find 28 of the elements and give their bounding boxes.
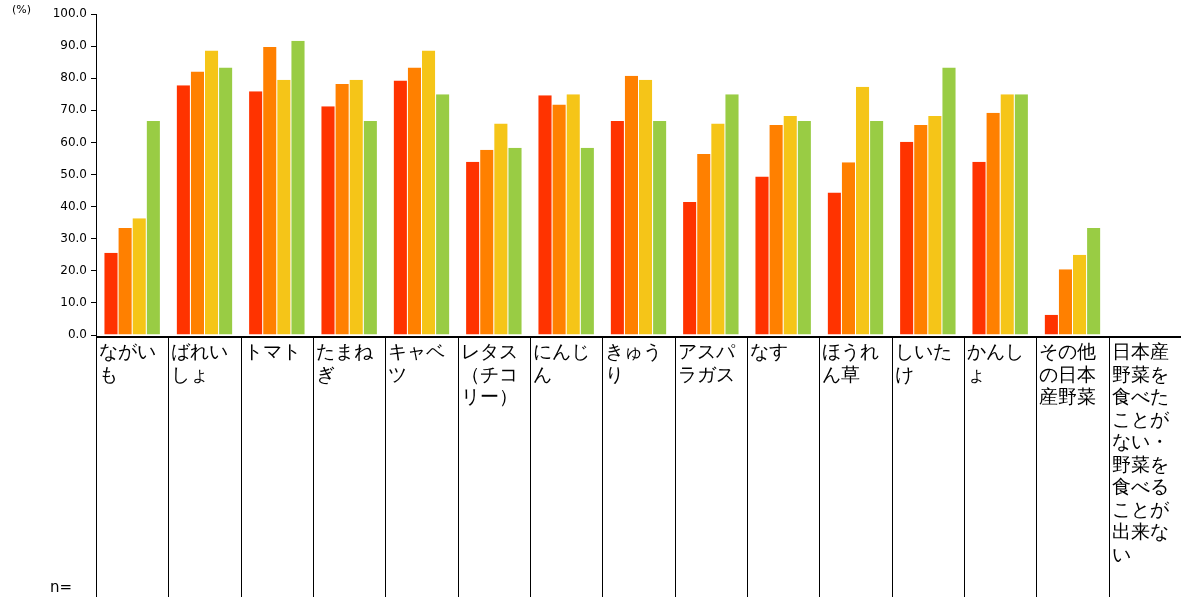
y-tick-label: 30.0 <box>60 230 87 245</box>
x-tick-label: きゅうり <box>605 340 663 385</box>
x-tick-label: ばれいしょ <box>171 340 229 385</box>
x-tick-label: ながいも <box>99 340 156 385</box>
category-label: 日本産野菜を食べたことがない・野菜を食べることが出来ない <box>1111 340 1169 565</box>
x-tick-label: なす <box>750 340 788 363</box>
x-tick-label: かんしょ <box>967 340 1024 385</box>
x-tick-label: キャベツ <box>388 340 446 385</box>
y-tick-label: 20.0 <box>60 262 87 277</box>
y-tick-label: 60.0 <box>60 134 87 149</box>
y-axis-title: (%) <box>12 3 32 17</box>
y-tick-label: 50.0 <box>60 166 87 181</box>
x-tick-label: しいたけ <box>894 340 952 385</box>
y-tick-label: 40.0 <box>60 198 87 213</box>
y-tick-label: 0.0 <box>67 327 87 342</box>
text: n= <box>50 578 73 597</box>
x-tick-label: たまねぎ <box>316 340 374 385</box>
y-tick-label: 100.0 <box>52 6 87 21</box>
y-tick-label: 70.0 <box>60 102 87 117</box>
x-tick-label: レタス（チコリー） <box>460 340 518 408</box>
y-tick-label: 10.0 <box>60 295 87 310</box>
x-tick-label: にんじん <box>533 340 590 385</box>
x-tick-label: トマト <box>243 340 301 363</box>
x-tick-label: ほうれん草 <box>822 340 880 385</box>
y-tick-label: 90.0 <box>60 38 87 53</box>
y-tick-label: 80.0 <box>60 70 87 85</box>
x-tick-label: その他の日本産野菜 <box>1039 340 1097 408</box>
x-tick-label: アスパラガス <box>677 340 736 385</box>
